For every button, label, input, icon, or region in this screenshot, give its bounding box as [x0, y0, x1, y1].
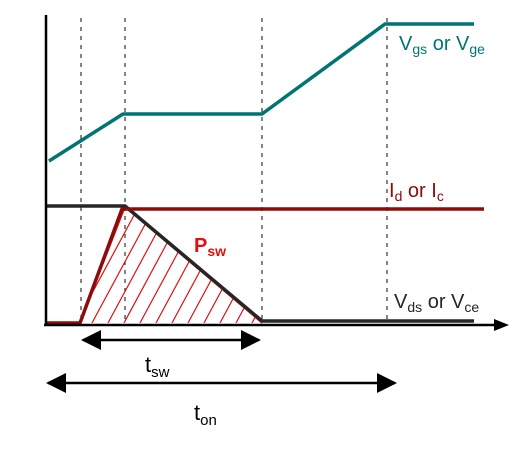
gate-voltage-label: Vgs or Vge: [399, 33, 485, 57]
turn-on-time-label: ton: [194, 400, 217, 429]
drain-voltage-label: Vds or Vce: [394, 291, 479, 315]
axes: [44, 15, 500, 327]
gate-voltage-waveform: [48, 22, 474, 163]
drain-current-waveform: [46, 207, 484, 325]
switching-loss-area: [79, 205, 263, 324]
switching-power-label: Psw: [194, 235, 226, 259]
guide-lines: [80, 18, 388, 325]
switching-loss-hatch: [80, 207, 262, 323]
x-axis-arrowhead: [494, 319, 509, 331]
drain-voltage-waveform: [46, 204, 474, 323]
current-label: Id or Ic: [389, 180, 444, 204]
switching-time-label: tsw: [145, 352, 170, 381]
